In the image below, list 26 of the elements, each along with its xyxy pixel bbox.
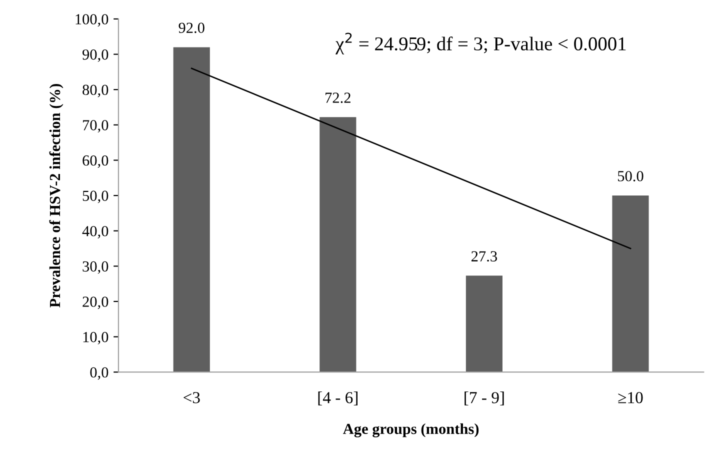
- bar: [466, 276, 502, 372]
- data-label: 72.2: [326, 92, 350, 103]
- x-tick-label: [7 - 9]: [464, 392, 504, 406]
- y-tick-label: 0,0: [90, 367, 108, 380]
- y-tick-label: 100,0: [76, 14, 108, 27]
- y-tick-label: 20,0: [82, 296, 108, 310]
- bar: [612, 196, 649, 372]
- x-tick-label: [4 - 6]: [318, 392, 358, 406]
- y-tick-label: 30,0: [82, 261, 108, 274]
- y-tick-label: 50,0: [82, 190, 108, 204]
- y-tick-label: 80,0: [82, 84, 108, 98]
- y-tick-label: 60,0: [82, 155, 108, 168]
- y-axis-title: Prevalence of HSV-2 infection (%): [49, 84, 64, 308]
- y-tick-label: 70,0: [83, 120, 108, 133]
- annotation: χ$^{2}$ = 24.959; df = 3; P-value < 0.0001: [336, 32, 626, 54]
- y-tick-label: 40,0: [82, 226, 108, 238]
- data-label: 50.0: [618, 171, 644, 182]
- y-tick-label: 90,0: [82, 49, 108, 62]
- y-tick-label: 10,0: [83, 332, 108, 344]
- data-label: 27.3: [472, 251, 497, 262]
- bar: [320, 117, 356, 372]
- x-tick-label: ≥10: [618, 392, 643, 404]
- x-tick-label: <3: [184, 392, 200, 404]
- bar: [173, 47, 210, 372]
- data-label: 92.0: [178, 22, 204, 34]
- x-axis-title: Age groups (months): [343, 423, 479, 438]
